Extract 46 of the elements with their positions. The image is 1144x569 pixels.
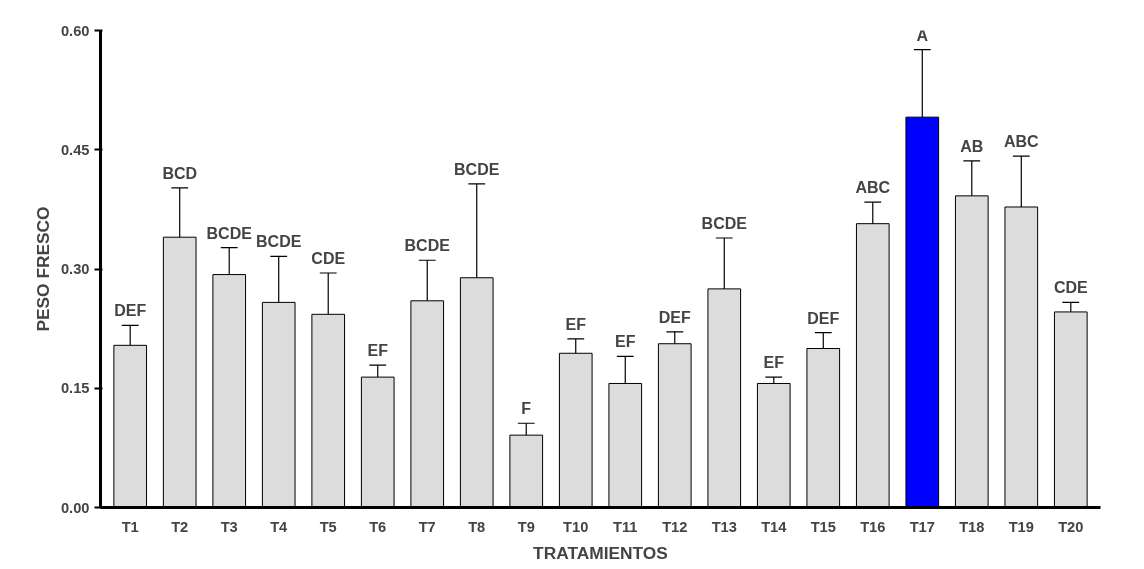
x-tick-label: T18 [959,518,985,535]
x-axis-title: TRATAMIENTOS [533,542,668,563]
x-tick-label: T5 [319,518,337,535]
annotation: ABC [1003,133,1040,151]
x-tick-label: T13 [711,518,737,535]
annotation: CDE [1053,279,1089,297]
x-tick-label: T20 [1058,518,1084,535]
annotation: F [521,400,532,418]
y-tick-label: 0.45 [60,141,90,158]
x-tick-label: T3 [220,518,238,535]
annotation: EF [367,342,389,360]
x-tick-label: T11 [613,518,638,535]
annotation: BCDE [701,214,748,232]
x-tick-label: T8 [468,518,486,535]
annotation: CDE [311,249,346,267]
x-tick-label: T12 [662,518,688,535]
x-tick-label: T1 [121,518,139,535]
x-tick-label: T7 [418,518,436,535]
x-tick-label: T19 [1008,518,1034,535]
annotation: DEF [114,302,147,320]
x-tick-label: T9 [517,518,535,535]
annotation: EF [615,333,636,351]
annotation: BCDE [256,233,302,251]
y-axis-title: PESO FRESCO [32,206,53,332]
y-tick-label: 0.60 [60,22,90,39]
y-tick-label: 0.15 [60,380,90,397]
x-tick-label: T10 [563,518,589,535]
annotation: DEF [658,308,691,326]
annotation: BCDE [454,160,500,178]
annotation: ABC [855,179,891,197]
annotation: BCDE [206,224,253,242]
annotation: BCDE [404,237,451,255]
annotation: DEF [807,309,840,327]
annotation: AB [960,137,984,155]
x-tick-label: T2 [171,518,189,535]
annotation: BCD [162,164,198,182]
annotation: EF [763,354,785,372]
x-tick-label: T17 [909,518,935,535]
y-tick-label: 0.30 [60,261,90,277]
x-tick-label: T15 [810,518,836,535]
annotation: EF [565,315,587,333]
y-tick-label: 0.00 [60,499,90,516]
x-tick-label: T16 [860,518,886,535]
x-tick-label: T4 [270,518,289,535]
x-tick-label: T6 [369,518,387,535]
x-tick-label: T14 [761,518,788,535]
